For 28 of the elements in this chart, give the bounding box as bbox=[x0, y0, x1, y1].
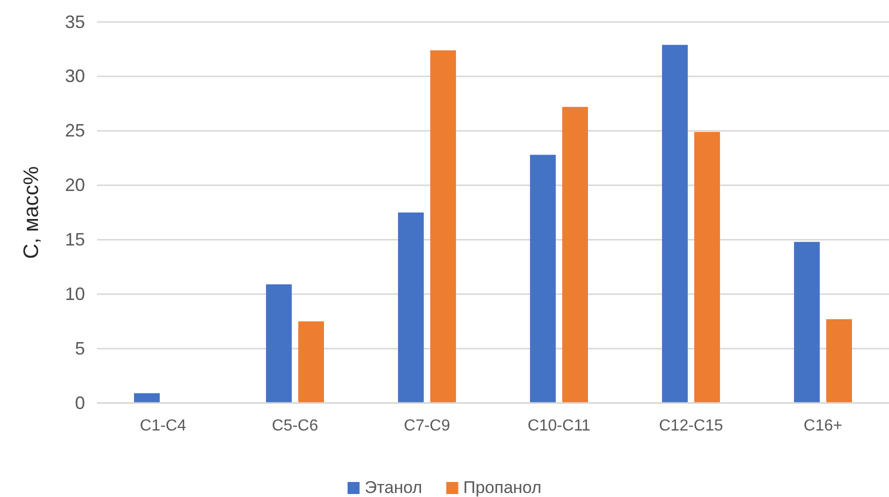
y-tick-label: 20 bbox=[64, 175, 85, 196]
bar bbox=[826, 319, 852, 403]
y-tick-label: 30 bbox=[64, 66, 85, 86]
bar bbox=[298, 321, 324, 403]
bar bbox=[266, 284, 292, 403]
x-tick-label: C16+ bbox=[804, 417, 842, 434]
y-tick-label: 15 bbox=[64, 229, 85, 250]
y-tick-label: 35 bbox=[64, 12, 85, 32]
bar bbox=[662, 44, 688, 403]
y-axis-title: С, масс% bbox=[20, 166, 43, 259]
bar bbox=[430, 50, 456, 403]
y-tick-label: 0 bbox=[74, 392, 85, 413]
x-tick-label: C7-C9 bbox=[404, 417, 450, 434]
bar bbox=[530, 154, 556, 403]
x-tick-label: C12-C15 bbox=[658, 417, 724, 434]
y-tick-label: 5 bbox=[74, 338, 85, 358]
bar bbox=[694, 132, 720, 403]
legend-label: Пропанол bbox=[463, 478, 542, 497]
x-tick-label: C10-C11 bbox=[528, 417, 591, 434]
x-tick-label: C1-C4 bbox=[140, 417, 186, 434]
y-tick-label: 10 bbox=[64, 284, 85, 304]
x-tick-label: C5-C6 bbox=[272, 417, 318, 434]
bar bbox=[134, 393, 160, 403]
bar bbox=[398, 212, 424, 403]
y-tick-label: 25 bbox=[64, 120, 85, 141]
bar bbox=[562, 106, 588, 403]
legend-label: Этанол bbox=[364, 478, 422, 497]
bar bbox=[794, 242, 820, 403]
